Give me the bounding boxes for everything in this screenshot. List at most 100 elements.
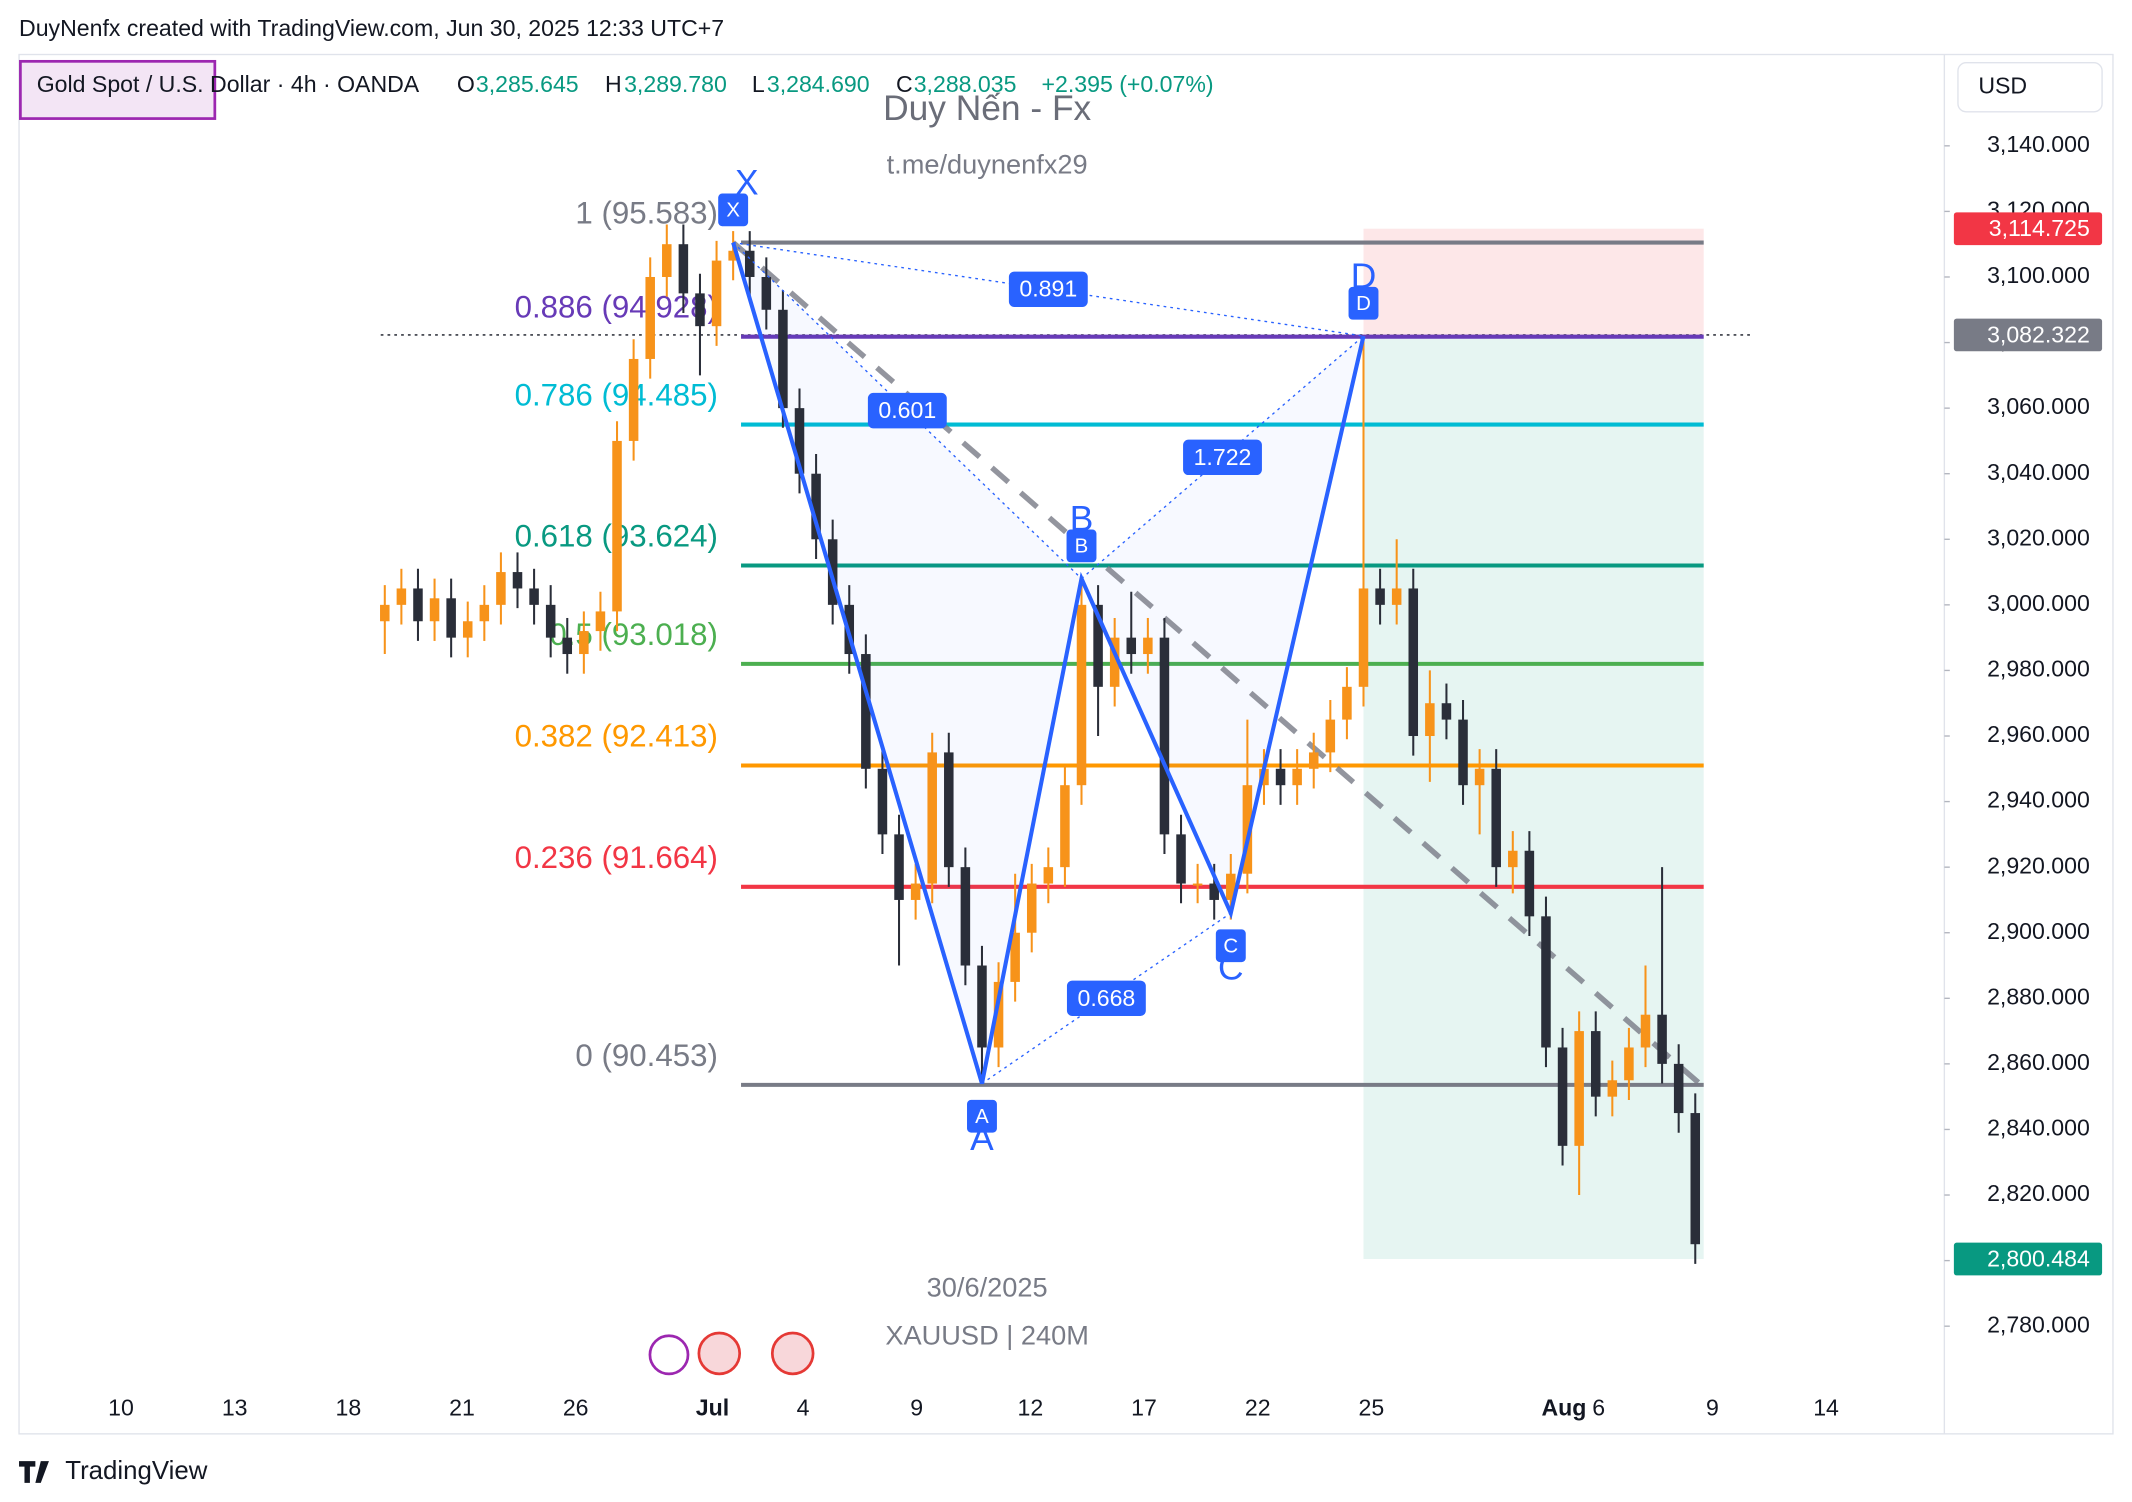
candle-body [529,588,539,605]
point-letter: D [1351,257,1377,296]
candle-body [1441,703,1452,720]
candle-body [1474,768,1485,786]
price-tag-label: 2,800.484 [1987,1245,2090,1271]
candle-body [1026,883,1037,933]
candle-body [960,867,971,966]
target-zone [1363,334,1704,1260]
y-tick-label: 2,920.000 [1987,852,2090,878]
currency-button[interactable] [1957,62,2103,113]
fib-label: 0.382 (92.413) [515,718,718,753]
candle-body [910,883,921,900]
event-icon[interactable] [770,1331,815,1376]
pattern-area [1081,336,1364,914]
y-tick-label: 2,980.000 [1987,656,2090,682]
candle-body [761,276,772,310]
y-tick-label: 2,900.000 [1987,918,2090,944]
point-marker: B [1075,536,1089,558]
candle-body [1275,768,1286,786]
candle-body [678,244,689,294]
candle-body [944,752,954,868]
ratio-label: 0.601 [878,397,936,423]
y-tick-label: 3,020.000 [1987,524,2090,550]
candle-body [496,572,506,605]
y-tick-label: 2,780.000 [1987,1311,2090,1337]
x-tick-label: Jul [696,1394,729,1420]
x-tick-label: 4 [797,1394,810,1420]
o-label: O [457,71,475,97]
candle-body [1375,588,1385,605]
candle-body [1242,785,1253,874]
event-icon[interactable] [648,1334,690,1376]
candle-body [1159,637,1170,835]
ratio-box [1066,980,1146,1017]
point-marker: A [975,1106,989,1128]
fib-label: 1 (95.583) [575,196,717,231]
candle-body [1209,883,1219,900]
event-icon[interactable] [697,1331,742,1376]
candle-body [877,768,888,835]
x-tick-label: 21 [449,1394,475,1420]
candle-body [711,260,722,327]
price-tag [1953,1242,2103,1276]
watermark-link: t.me/duynenfx29 [887,148,1088,179]
candle-body [396,588,407,605]
ratio-line [733,241,1364,337]
candle-body [927,752,937,884]
l-value: 3,284.690 [767,71,870,97]
x-tick-label: 12 [1018,1394,1044,1420]
price-tag-label: 3,114.725 [1989,215,2090,241]
point-letter: C [1218,949,1244,988]
watermark-date: 30/6/2025 [927,1272,1048,1303]
candle-body [1043,867,1054,884]
point-box [1348,286,1379,320]
y-tick-label: 3,060.000 [1987,393,2090,419]
candle-body [512,572,523,589]
event-icons [648,1331,815,1376]
symbol: Gold Spot / U.S. Dollar · 4h · OANDA [37,71,420,97]
point-box [718,193,749,227]
watermark-title: Duy Nến - Fx [883,89,1091,128]
point-letter: A [970,1119,994,1158]
fib-label: 0.5 (93.018) [549,617,718,652]
candle-body [1325,719,1336,753]
candle-body [1109,637,1120,687]
y-tick-label: 2,960.000 [1987,721,2090,747]
candle-body [861,654,871,769]
candle-body [1425,703,1435,737]
point-letter: B [1070,500,1094,539]
logo [19,1461,49,1483]
candle-body [545,604,556,638]
candle-body [1508,850,1518,868]
x-tick-label: 10 [108,1394,134,1420]
stop-zone [1363,228,1704,335]
candle-body [1358,588,1369,687]
candle-body [628,358,639,441]
y-tick-label: 2,880.000 [1987,983,2090,1009]
x-tick-label: 17 [1131,1394,1157,1420]
symbol-highlight [19,59,217,120]
currency[interactable]: USD [1978,72,2027,98]
x-tick-label: 9 [910,1394,923,1420]
ratio-box [1183,439,1262,476]
candle-body [612,440,622,612]
candle-body [1308,752,1319,769]
price-tag [1953,212,2103,246]
candle-body [462,621,473,638]
candle-body [1060,785,1070,868]
candle-body [645,276,655,359]
c-label: C [896,71,913,97]
candle-body [1192,883,1203,886]
l-label: L [752,71,765,97]
candle-body [1690,1113,1701,1245]
h-label: H [605,71,622,97]
fib-label: 0.236 (91.664) [515,840,718,875]
x-tick-label: Aug [1541,1394,1586,1420]
brand: TradingView [65,1457,207,1485]
y-tick-label: 2,840.000 [1987,1115,2090,1141]
x-tick-label: 25 [1359,1394,1385,1420]
pattern-area [733,242,1082,1084]
y-tick-label: 2,940.000 [1987,787,2090,813]
price-tag [1953,318,2103,352]
